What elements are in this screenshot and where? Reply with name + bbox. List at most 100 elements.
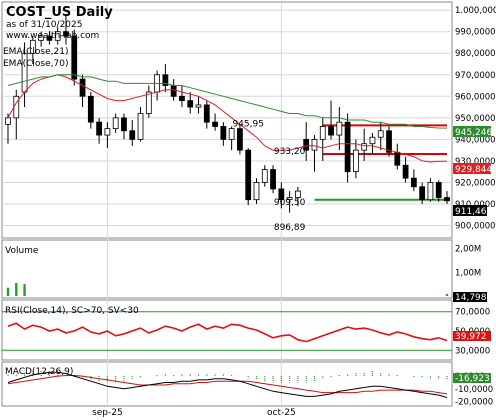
rsi-tick-label: 30,0000 [455,346,490,356]
rsi-label: RSI(Close,14), SC>70, SV<30 [5,306,139,316]
candle-body [5,117,11,125]
volume-tick-label: 2,00M [455,245,481,255]
candle-body [162,74,169,86]
price-annotations: 945,95 933,20 909,50 896,89 [232,120,305,233]
candle-body [253,182,260,201]
rsi-line [7,322,448,343]
candle-body [435,182,442,198]
candle-body [270,169,276,190]
price-tick-label: 980,0000 [455,49,496,59]
svg-text:911,460: 911,460 [455,207,492,217]
candle-body [145,91,152,114]
price-annotation: 896,89 [274,223,306,233]
price-annotation: 933,20 [274,147,306,157]
volume-bar [15,283,18,296]
candle-body [121,117,127,132]
candle-body [286,197,293,201]
price-tick-label: 920,0000 [455,178,496,188]
candle-body [112,117,119,130]
price-tick-label: 970,0000 [455,71,496,81]
candle-body [336,121,343,136]
macd-lines [7,371,448,398]
volume-panel-frame [1,239,453,299]
price-annotation: 945,95 [232,120,264,130]
candle-body [63,31,69,37]
ema-lines [7,74,448,163]
candle-body [427,182,434,201]
x-axis-label: sep-25 [92,408,123,418]
candle-body [344,121,351,173]
ema21-value-box: 929,844 [453,163,492,175]
candle-body [319,126,326,140]
svg-text:14,798: 14,798 [455,293,487,303]
candle-body [137,113,144,140]
macd-signal-line [7,375,448,395]
macd-tick-label: -20,0000 [455,397,493,407]
svg-text:945,246: 945,246 [455,128,492,138]
candle-body [444,197,450,202]
candle-body [46,35,53,41]
candle-body [386,130,392,153]
candle-body [303,138,310,151]
macd-label: MACD(12,26,9) [5,367,73,377]
last-close-box: 911,460 [453,205,492,217]
price-tick-label: 960,0000 [455,92,496,102]
volume-bar [6,287,10,296]
volume-tick-label: 1,00M [455,268,481,278]
candle-body [71,35,78,80]
candle-body [38,35,45,41]
svg-text:39,972: 39,972 [455,332,487,342]
ema70-line [7,74,448,129]
candle-body [220,126,227,140]
candle-body [212,121,218,127]
candle-body [353,149,359,173]
candle-body [87,95,94,123]
candle-body [54,31,61,41]
candle-body [245,149,252,201]
price-tick-label: 930,0000 [455,157,496,167]
x-axis-label: oct-25 [267,408,296,418]
macd-panel-frame [1,361,453,407]
svg-text:929,844: 929,844 [455,165,492,175]
candle-body [179,95,185,102]
candle-body [361,143,368,151]
svg-text:-16,923: -16,923 [455,374,490,384]
candle-body [29,39,36,54]
volume-bars [6,283,449,296]
candle-body [394,151,401,166]
candle-body [261,169,268,183]
chart-title: COST_US Daily [6,5,113,20]
volume-bar [445,294,449,296]
candle-body [13,95,20,119]
candle-body [419,186,426,201]
candle-body [377,130,384,138]
candle-body [104,128,111,136]
rsi-tick-label: 70,0000 [455,308,490,318]
macd-tick-label: -10,0000 [455,385,493,395]
volume-label: Volume [5,246,39,256]
candle-body [237,128,243,151]
macd-line [7,371,448,398]
price-tick-label: 990,0000 [455,28,496,38]
macd-value-box: -16,923 [453,373,491,384]
chart-subtitle: as of 31/10/2025 [6,20,82,30]
candle-body [228,128,235,140]
candle-body [410,177,417,188]
candle-body [278,188,285,201]
volume-bar [23,284,26,296]
candle-body [170,85,177,97]
candle-body [129,130,136,140]
price-tick-label: 940,0000 [455,135,496,145]
ema21-legend: EMA(Close,21) [3,47,68,57]
grid-lines [2,2,452,406]
price-annotation: 909,50 [274,198,306,208]
price-tick-label: 900,0000 [455,222,496,232]
candle-body [79,78,86,97]
rsi-value-box: 39,972 [453,331,491,342]
candle-body [187,100,194,108]
candle-body [203,104,210,123]
price-tick-label: 1.000,0000 [455,6,496,16]
ema21-line [7,74,448,163]
watermark: www.wealth-lab.com [6,31,99,41]
